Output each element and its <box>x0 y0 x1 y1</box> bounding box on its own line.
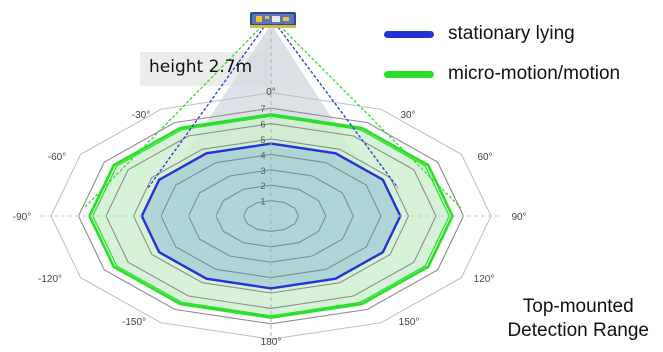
stationary-projection-left <box>147 26 265 189</box>
angle-label-7: -150° <box>122 317 146 328</box>
angle-label-6: 180° <box>261 337 282 348</box>
angle-label-11: -30° <box>132 110 150 121</box>
grid-ring-1 <box>242 200 300 232</box>
radius-label-1: 1 <box>260 197 265 207</box>
angle-label-10: -60° <box>48 152 66 163</box>
motion-projection-left <box>83 25 263 209</box>
grid-ring-7 <box>77 107 465 325</box>
motion-projection-right <box>279 25 462 209</box>
radius-label-6: 6 <box>260 120 265 130</box>
motion-zone-inner-edge <box>92 115 450 317</box>
angle-label-4: 120° <box>474 274 495 285</box>
title-line-2: Detection Range <box>507 320 649 341</box>
radius-label-4: 4 <box>260 150 265 160</box>
angle-label-9: -90° <box>13 212 31 223</box>
legend-item-motion: micro-motion/motion <box>384 54 663 94</box>
title-line-1: Top-mounted <box>522 296 634 317</box>
legend: stationary lying micro-motion/motion <box>384 14 663 94</box>
radius-label-7: 7 <box>260 104 265 114</box>
angle-label-5: 150° <box>399 317 420 328</box>
angle-label-3: 90° <box>511 212 526 223</box>
stationary-projection-right <box>277 26 399 189</box>
radius-label-3: 3 <box>260 166 265 176</box>
radius-label-2: 2 <box>260 181 265 191</box>
angle-label-2: 60° <box>477 152 492 163</box>
legend-label-stationary: stationary lying <box>448 23 575 44</box>
legend-label-motion: micro-motion/motion <box>448 63 621 84</box>
height-annotation: height 2.7m <box>149 57 253 77</box>
angle-label-0: 0° <box>266 87 276 98</box>
legend-swatch-stationary <box>384 30 434 38</box>
angle-label-1: 30° <box>400 110 415 121</box>
angle-label-8: -120° <box>38 274 62 285</box>
diagram-title: Top-mounted Detection Range <box>507 295 649 343</box>
radius-label-5: 5 <box>260 135 265 145</box>
grid-ring-2 <box>215 184 327 248</box>
legend-swatch-motion <box>384 70 434 78</box>
grid-ring-6 <box>105 123 437 309</box>
radar-sensor-icon <box>250 12 296 28</box>
legend-item-stationary: stationary lying <box>384 14 663 54</box>
